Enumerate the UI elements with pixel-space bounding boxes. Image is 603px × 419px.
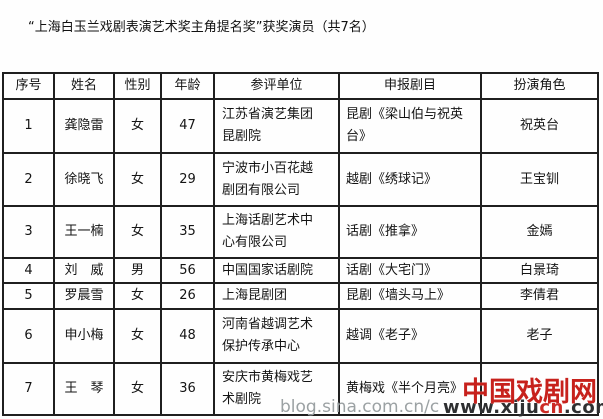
cell-age: 47 (160, 98, 215, 154)
cell-play: 话剧《大宅门》 (338, 257, 482, 284)
cell-index: 6 (2, 308, 55, 364)
cell-gender: 男 (113, 257, 162, 284)
cell-index: 4 (2, 257, 55, 284)
cell-name: 刘 威 (53, 257, 115, 284)
cell-unit: 中国国家话剧院 (213, 257, 340, 284)
cell-name: 罗晨雪 (53, 282, 115, 310)
page-title: “上海白玉兰戏剧表演艺术奖主角提名奖”获奖演员（共7名） (28, 20, 375, 35)
col-header-play: 申报剧目 (338, 72, 482, 100)
cell-index: 5 (2, 282, 55, 310)
cell-role: 王宝钏 (480, 152, 599, 207)
cell-gender: 女 (113, 308, 162, 364)
cell-play: 黄梅戏《半个月亮》 (338, 362, 482, 416)
cell-name: 徐晓飞 (53, 152, 115, 207)
cell-unit: 河南省越调艺术保护传承中心 (213, 308, 340, 364)
watermark-site-url: www.xijucn.com (443, 397, 603, 418)
cell-unit: 安庆市黄梅戏艺术剧院 (213, 362, 340, 416)
cell-name: 龚隐雷 (53, 98, 115, 154)
cell-role: 老子 (480, 308, 599, 364)
cell-gender: 女 (113, 152, 162, 207)
cell-role: 金嫣 (480, 205, 599, 259)
cell-index: 2 (2, 152, 55, 207)
cell-name: 申小梅 (53, 308, 115, 364)
cell-play: 昆剧《梁山伯与祝英台》 (338, 98, 482, 154)
cell-index: 7 (2, 362, 55, 416)
table-header-row: 序号 姓名 性别 年龄 参评单位 申报剧目 扮演角色 (2, 72, 599, 100)
table-row: 5 罗晨雪 女 26 上海昆剧团 昆剧《墙头马上》 李倩君 (2, 282, 599, 310)
watermark-site-url-cn: cn (539, 397, 564, 418)
table-row: 6 申小梅 女 48 河南省越调艺术保护传承中心 越调《老子》 老子 (2, 308, 599, 364)
cell-index: 1 (2, 98, 55, 154)
table-row: 2 徐晓飞 女 29 宁波市小百花越剧团有限公司 越剧《绣球记》 王宝钏 (2, 152, 599, 207)
cell-play: 昆剧《墙头马上》 (338, 282, 482, 310)
cell-gender: 女 (113, 282, 162, 310)
cell-gender: 女 (113, 98, 162, 154)
cell-role: 白景琦 (480, 257, 599, 284)
watermark-sina-url: blog.sina.com.cn/c (280, 397, 440, 417)
cell-age: 35 (160, 205, 215, 259)
col-header-index: 序号 (2, 72, 55, 100)
watermark-site-url-prefix: www.xiju (443, 397, 540, 418)
cell-unit: 上海昆剧团 (213, 282, 340, 310)
col-header-unit: 参评单位 (213, 72, 340, 100)
cell-play: 话剧《推拿》 (338, 205, 482, 259)
cell-age: 48 (160, 308, 215, 364)
cell-gender: 女 (113, 362, 162, 416)
cell-age: 29 (160, 152, 215, 207)
cell-unit: 宁波市小百花越剧团有限公司 (213, 152, 340, 207)
col-header-gender: 性别 (113, 72, 162, 100)
table-row: 1 龚隐雷 女 47 江苏省演艺集团昆剧院 昆剧《梁山伯与祝英台》 祝英台 (2, 98, 599, 154)
cell-play: 越调《老子》 (338, 308, 482, 364)
cell-role (480, 362, 599, 416)
cell-name: 王 琴 (53, 362, 115, 416)
col-header-age: 年龄 (160, 72, 215, 100)
table-row: 4 刘 威 男 56 中国国家话剧院 话剧《大宅门》 白景琦 (2, 257, 599, 284)
col-header-role: 扮演角色 (480, 72, 599, 100)
cell-age: 36 (160, 362, 215, 416)
table-row: 7 王 琴 女 36 安庆市黄梅戏艺术剧院 黄梅戏《半个月亮》 (2, 362, 599, 416)
award-winners-table: 序号 姓名 性别 年龄 参评单位 申报剧目 扮演角色 1 龚隐雷 女 47 江苏… (2, 72, 599, 416)
cell-age: 56 (160, 257, 215, 284)
cell-play: 越剧《绣球记》 (338, 152, 482, 207)
cell-age: 26 (160, 282, 215, 310)
cell-unit: 江苏省演艺集团昆剧院 (213, 98, 340, 154)
cell-index: 3 (2, 205, 55, 259)
cell-role: 祝英台 (480, 98, 599, 154)
cell-role: 李倩君 (480, 282, 599, 310)
watermark-logo: 中国戏剧网 (462, 377, 597, 408)
col-header-name: 姓名 (53, 72, 115, 100)
cell-unit: 上海话剧艺术中心有限公司 (213, 205, 340, 259)
cell-gender: 女 (113, 205, 162, 259)
cell-name: 王一楠 (53, 205, 115, 259)
watermark-site-url-suffix: .com (563, 397, 603, 418)
table-row: 3 王一楠 女 35 上海话剧艺术中心有限公司 话剧《推拿》 金嫣 (2, 205, 599, 259)
